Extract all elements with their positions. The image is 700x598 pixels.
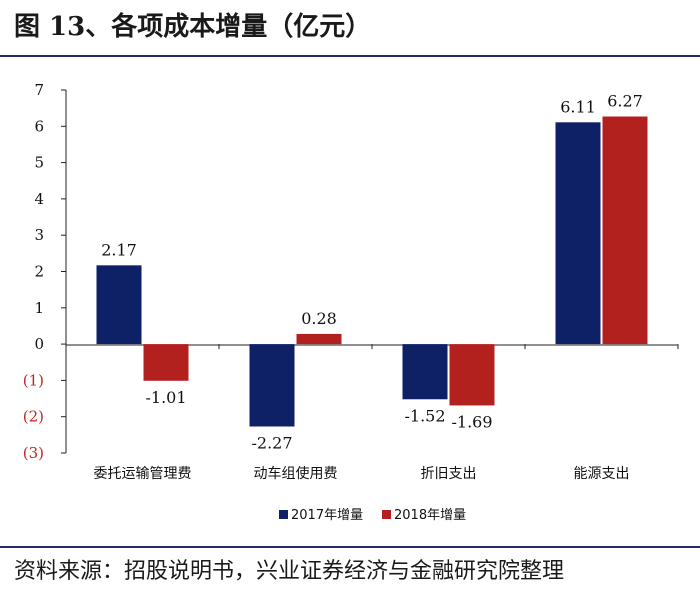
y-tick-label: 3: [34, 226, 44, 244]
bar-2018: [296, 333, 342, 345]
y-tick-label: 5: [34, 154, 44, 172]
bar-2017: [249, 344, 295, 427]
y-tick-label: (1): [23, 371, 44, 389]
y-tick-label: (2): [23, 408, 44, 426]
y-tick-label: 6: [34, 117, 44, 135]
y-tick-label: 7: [34, 81, 44, 99]
legend-swatch: [382, 510, 391, 519]
bar-2018: [143, 344, 189, 381]
bar-2017: [555, 122, 601, 345]
title-rule: [0, 55, 700, 57]
source-rule: [0, 546, 700, 548]
data-label: -2.27: [251, 434, 292, 453]
x-category-label: 动车组使用费: [254, 465, 338, 482]
bar-2018: [602, 116, 648, 345]
source-note: 资料来源：招股说明书，兴业证券经济与金融研究院整理: [14, 559, 565, 584]
data-label: 0.28: [301, 309, 337, 328]
y-tick-label: 2: [34, 263, 44, 281]
y-tick-label: (3): [23, 444, 44, 462]
data-label: 6.27: [607, 91, 643, 110]
x-category-label: 能源支出: [574, 466, 630, 482]
y-tick-label: 1: [34, 299, 44, 317]
data-label: -1.52: [404, 406, 445, 425]
y-tick-label: 4: [34, 190, 44, 208]
bar-chart: 7 6 5 4 3 2 1 0 (1) (2) (3) 2.17 -1.01 -2.27 0.28 -1.5…: [23, 81, 679, 523]
y-tick-label: 0: [34, 335, 44, 353]
data-label: 2.17: [101, 240, 137, 259]
x-category-label: 委托运输管理费: [94, 466, 192, 482]
data-label: -1.69: [451, 412, 492, 431]
bar-2018: [449, 344, 495, 406]
data-label: 6.11: [560, 97, 596, 116]
chart-title: 图 13、各项成本增量（亿元）: [14, 12, 372, 42]
legend-label: 2018年增量: [394, 508, 466, 523]
legend-label: 2017年增量: [291, 508, 363, 523]
x-category-label: 折旧支出: [421, 466, 477, 482]
legend-swatch: [279, 510, 288, 519]
bar-2017: [96, 265, 142, 345]
data-label: -1.01: [145, 388, 186, 407]
bar-2017: [402, 344, 448, 400]
